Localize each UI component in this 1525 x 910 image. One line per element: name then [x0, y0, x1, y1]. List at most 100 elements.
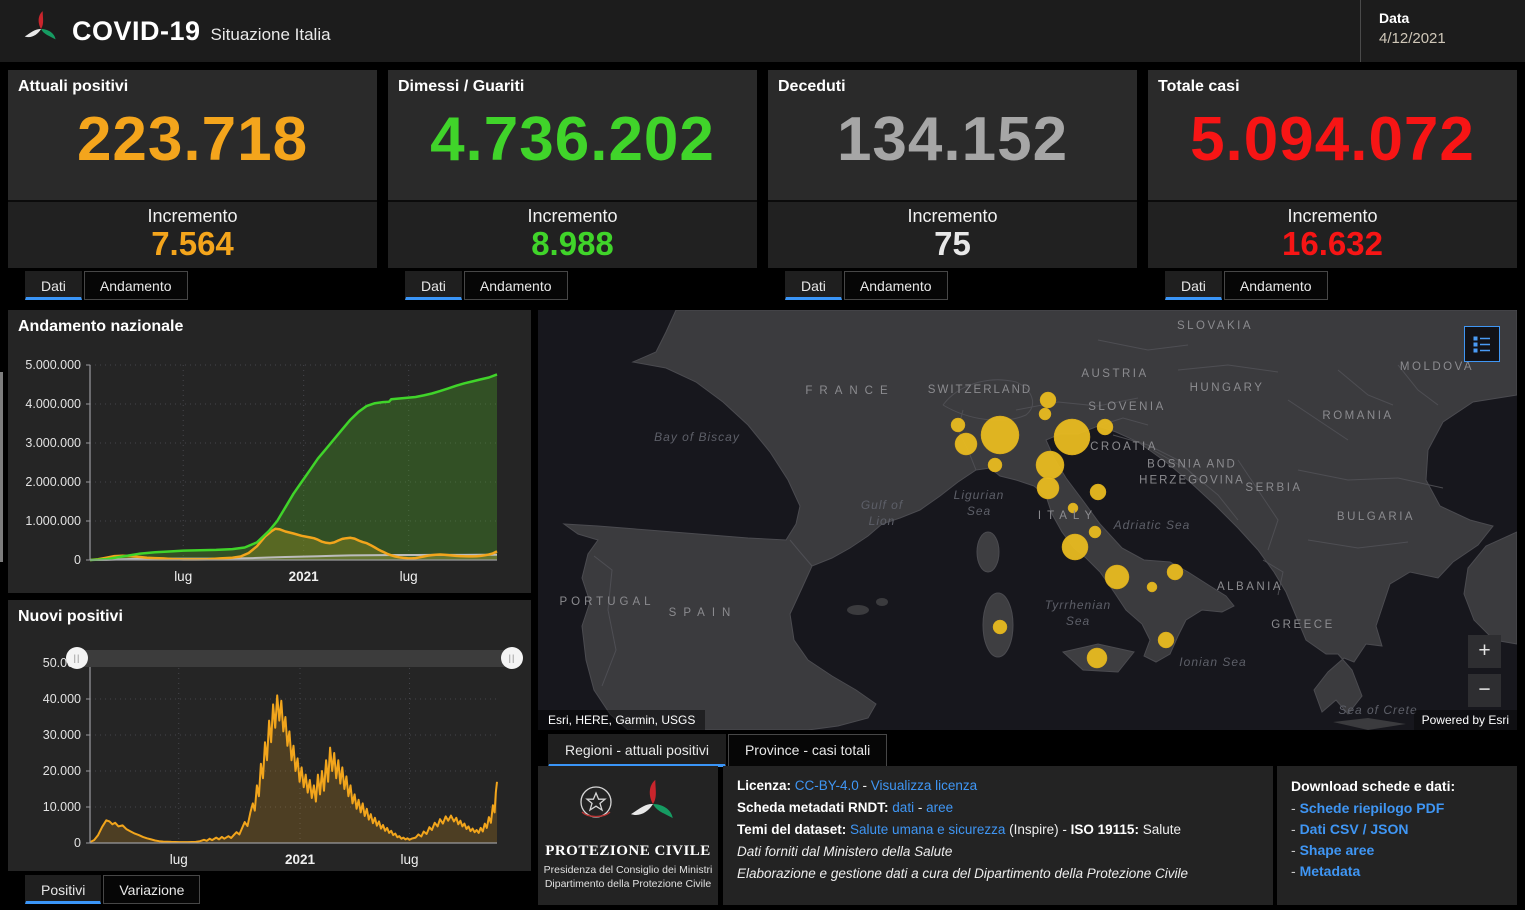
region-bubble[interactable]	[1096, 418, 1114, 436]
download-panel: Download schede e dati: - Schede riepilo…	[1277, 766, 1517, 905]
footer-text: -	[914, 800, 927, 815]
tab-dati[interactable]: Dati	[785, 271, 842, 300]
region-bubble[interactable]	[1039, 391, 1057, 409]
tab-andamento[interactable]: Andamento	[83, 271, 188, 300]
footer-text: (Inspire) -	[1005, 822, 1071, 837]
region-bubble[interactable]	[1086, 647, 1108, 669]
zoom-in-button[interactable]: +	[1468, 635, 1501, 668]
footer-text: Dati forniti dal Ministero della Salute	[737, 844, 953, 859]
stat-cards-row: Attuali positivi 223.718 Incremento 7.56…	[8, 70, 1517, 300]
agency-panel: PROTEZIONE CIVILE Presidenza del Consigl…	[538, 766, 718, 905]
legend-icon	[1473, 336, 1490, 353]
region-bubble[interactable]	[1088, 525, 1102, 539]
increment-label: Incremento	[907, 206, 998, 226]
region-bubble[interactable]	[950, 417, 966, 433]
svg-text:4.000.000: 4.000.000	[25, 397, 81, 411]
svg-text:0: 0	[74, 836, 81, 850]
trend-chart-title: Andamento nazionale	[18, 318, 184, 335]
tab-dati[interactable]: Dati	[405, 271, 462, 300]
region-bubble[interactable]	[992, 619, 1008, 635]
tab-regioni-attuali-positivi[interactable]: Regioni - attuali positivi	[548, 734, 726, 767]
agency-logos	[538, 776, 718, 839]
region-bubble[interactable]	[1067, 502, 1079, 514]
footer-link[interactable]: dati	[892, 800, 915, 815]
svg-text:5.000.000: 5.000.000	[25, 358, 81, 372]
tab-province-casi-totali[interactable]: Province - casi totali	[727, 734, 888, 767]
download-link-row: - Shape aree	[1291, 842, 1375, 858]
region-bubble[interactable]	[987, 457, 1003, 473]
download-link-row: - Schede riepilogo PDF	[1291, 800, 1445, 816]
card-totale-casi: Totale casi 5.094.072 Incremento 16.632 …	[1148, 70, 1517, 300]
region-bubble[interactable]	[1166, 563, 1184, 581]
svg-text:1.000.000: 1.000.000	[25, 514, 81, 528]
footer-text: -	[858, 778, 871, 793]
footer-link[interactable]: CC-BY-4.0	[794, 778, 859, 793]
region-bubble[interactable]	[1036, 476, 1060, 500]
svg-text:30.000: 30.000	[43, 728, 81, 742]
card-title: Totale casi	[1158, 78, 1240, 95]
time-range-slider[interactable]: || ||	[66, 647, 523, 669]
download-heading: Download schede e dati:	[1291, 778, 1456, 794]
date-value: 4/12/2021	[1379, 30, 1446, 47]
zoom-out-button[interactable]: −	[1468, 674, 1501, 707]
increment-label: Incremento	[527, 206, 618, 226]
tab-andamento[interactable]: Andamento	[463, 271, 568, 300]
region-bubble[interactable]	[980, 415, 1020, 455]
download-link[interactable]: Metadata	[1299, 863, 1361, 879]
footer-link[interactable]: Visualizza licenza	[870, 778, 978, 793]
region-bubble[interactable]	[1053, 418, 1091, 456]
new-positives-title: Nuovi positivi	[18, 608, 123, 625]
legend-button[interactable]	[1464, 326, 1500, 362]
tab-positivi[interactable]: Positivi	[25, 875, 102, 904]
national-trend-chart: 0 1.000.000 2.000.000 3.000.000 4.000.000 5.0…	[8, 310, 531, 598]
increment-value: 16.632	[1282, 225, 1383, 262]
svg-text:lug: lug	[174, 569, 192, 584]
tab-variazione[interactable]: Variazione	[103, 875, 201, 904]
region-bubble[interactable]	[1035, 450, 1065, 480]
page-subtitle: Situazione Italia	[210, 24, 331, 44]
download-link[interactable]: Dati CSV / JSON	[1299, 821, 1409, 837]
increment-value: 7.564	[151, 225, 234, 262]
date-box: Data 4/12/2021	[1360, 0, 1525, 62]
region-bubble[interactable]	[1146, 581, 1158, 593]
republic-emblem-icon	[580, 786, 612, 818]
svg-text:2.000.000: 2.000.000	[25, 475, 81, 489]
header: COVID-19 Situazione Italia Data 4/12/202…	[0, 0, 1525, 62]
tab-dati[interactable]: Dati	[25, 271, 82, 300]
footer-text: Salute	[1142, 822, 1181, 837]
footer-link[interactable]: Salute umana e sicurezza	[850, 822, 1006, 837]
tab-andamento[interactable]: Andamento	[843, 271, 948, 300]
increment-label: Incremento	[1287, 206, 1378, 226]
date-label: Data	[1379, 10, 1410, 26]
region-bubble[interactable]	[1157, 631, 1175, 649]
card-title: Deceduti	[778, 78, 846, 95]
italy-bubble-map[interactable]: FRANCE SWITZERLAND AUSTRIA SLOVAKIA HUNGARY S…	[538, 310, 1517, 730]
download-link[interactable]: Schede riepilogo PDF	[1299, 800, 1445, 816]
footer-text: Elaborazione e gestione dati a cura del …	[737, 866, 1189, 881]
region-bubble[interactable]	[1104, 564, 1130, 590]
page-scrollbar[interactable]	[0, 372, 3, 562]
card-value: 134.152	[836, 105, 1069, 174]
tab-dati[interactable]: Dati	[1165, 271, 1222, 300]
footer-link[interactable]: aree	[926, 800, 954, 815]
region-bubble[interactable]	[1061, 533, 1089, 561]
footer-text: Licenza:	[737, 778, 795, 793]
new-positives-chart: 0 10.000 20.000 30.000 40.000 50.000 lug 2021 lu…	[8, 600, 531, 876]
map-attribution: Esri, HERE, Garmin, USGS	[538, 710, 706, 730]
region-bubble[interactable]	[1089, 483, 1107, 501]
svg-text:0: 0	[74, 553, 81, 567]
license-panel: Licenza: CC-BY-4.0 - Visualizza licenza S…	[723, 766, 1273, 905]
region-bubble[interactable]	[1038, 407, 1052, 421]
svg-text:40.000: 40.000	[43, 692, 81, 706]
slider-handle-left[interactable]: ||	[66, 647, 88, 669]
map-zoom-controls: + −	[1468, 635, 1501, 713]
region-bubble[interactable]	[954, 432, 978, 456]
slider-handle-right[interactable]: ||	[501, 647, 523, 669]
tab-andamento[interactable]: Andamento	[1223, 271, 1328, 300]
new-positives-tabs: Positivi Variazione	[25, 875, 201, 904]
download-link[interactable]: Shape aree	[1299, 842, 1375, 858]
svg-text:2021: 2021	[289, 569, 320, 584]
svg-text:10.000: 10.000	[43, 800, 81, 814]
covid-bubbles	[950, 391, 1184, 669]
increment-value: 8.988	[531, 225, 614, 262]
